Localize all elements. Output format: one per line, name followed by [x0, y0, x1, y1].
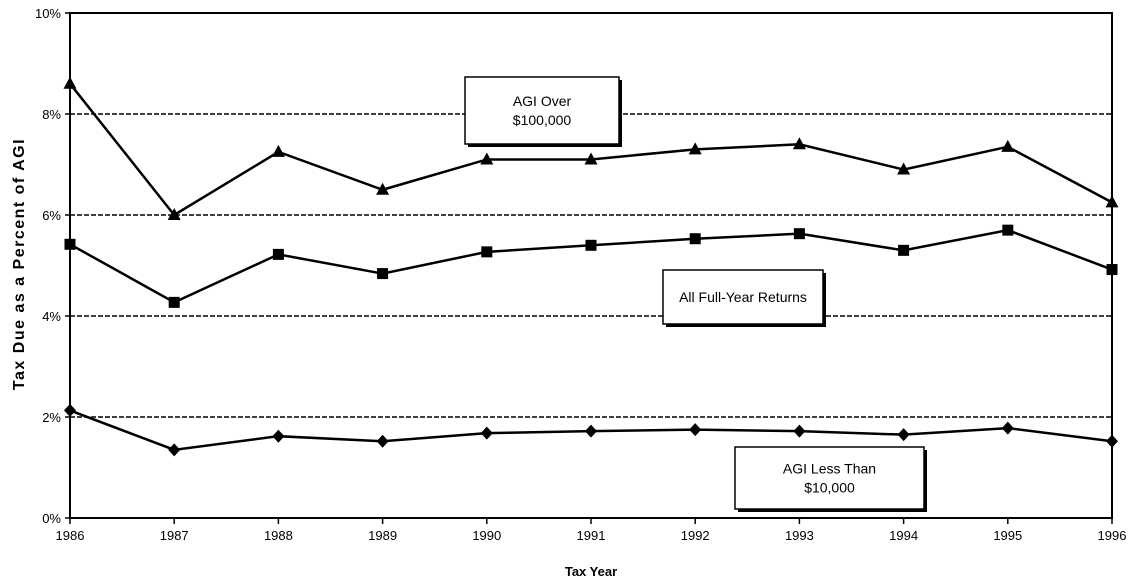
data-point-triangle — [688, 142, 702, 155]
x-tick-label: 1994 — [889, 528, 918, 543]
data-point-diamond — [897, 428, 910, 442]
data-point-square — [272, 248, 284, 260]
series-diamond — [64, 403, 1118, 457]
x-tick-label: 1988 — [264, 528, 293, 543]
data-point-triangle — [376, 182, 390, 195]
data-point-triangle — [1001, 139, 1015, 152]
x-axis-ticks: 1986 1987 1988 1989 1990 1991 1992 1993 1994 1995… — [56, 518, 1127, 543]
data-point-triangle — [584, 152, 598, 165]
x-tick-label: 1991 — [577, 528, 606, 543]
series-label-text: $10,000 — [804, 480, 855, 496]
data-point-square — [1002, 224, 1014, 236]
y-axis-title: Tax Due as a Percent of AGI — [11, 138, 28, 390]
data-point-diamond — [376, 434, 389, 448]
data-point-square — [585, 239, 597, 251]
x-tick-label: 1996 — [1098, 528, 1127, 543]
data-point-diamond — [168, 443, 181, 457]
series-label-text: $100,000 — [513, 112, 572, 128]
y-tick-label: 6% — [42, 208, 61, 223]
x-tick-label: 1987 — [160, 528, 189, 543]
data-point-square — [793, 228, 805, 240]
series-label-box: AGI Over $100,000 — [464, 76, 622, 147]
data-point-diamond — [585, 424, 597, 438]
series-label-box: AGI Less Than $10,000 — [734, 446, 927, 512]
x-tick-label: 1995 — [993, 528, 1022, 543]
x-tick-label: 1993 — [785, 528, 814, 543]
data-point-diamond — [272, 429, 285, 443]
y-tick-label: 2% — [42, 410, 61, 425]
y-tick-label: 10% — [35, 6, 61, 21]
data-point-triangle — [271, 144, 285, 157]
data-point-square — [898, 244, 910, 256]
box-frame — [464, 76, 620, 145]
data-point-triangle — [792, 137, 806, 150]
data-point-triangle — [167, 208, 181, 220]
data-point-square — [689, 233, 701, 245]
series-triangle — [63, 76, 1119, 220]
box-frame — [662, 269, 824, 325]
data-point-diamond — [480, 426, 493, 440]
series-labels: AGI Over $100,000 All Full-Year Returns AGI… — [464, 76, 927, 512]
series-label-text: AGI Over — [513, 93, 572, 109]
y-axis-ticks: 0% 2% 4% 6% 8% 10% — [35, 6, 70, 526]
series-square — [64, 224, 1118, 308]
plot-frame — [69, 12, 1113, 519]
box-frame — [734, 446, 925, 510]
x-tick-label: 1986 — [56, 528, 85, 543]
y-tick-label: 4% — [42, 309, 61, 324]
data-point-diamond — [1001, 421, 1014, 435]
y-tick-label: 0% — [42, 511, 61, 526]
series-label-text: AGI Less Than — [783, 461, 876, 477]
data-point-diamond — [793, 424, 806, 438]
series-label-box: All Full-Year Returns — [662, 269, 826, 327]
x-axis-title: Tax Year — [565, 564, 617, 579]
x-tick-label: 1989 — [368, 528, 397, 543]
y-tick-label: 8% — [42, 107, 61, 122]
data-point-triangle — [480, 152, 494, 165]
data-point-square — [168, 296, 180, 308]
data-point-triangle — [897, 162, 911, 175]
data-point-square — [377, 268, 389, 280]
series-label-text: All Full-Year Returns — [679, 289, 807, 305]
x-tick-label: 1990 — [472, 528, 501, 543]
data-point-diamond — [689, 423, 702, 437]
series-lines — [63, 76, 1119, 457]
data-point-square — [481, 246, 493, 258]
x-tick-label: 1992 — [681, 528, 710, 543]
